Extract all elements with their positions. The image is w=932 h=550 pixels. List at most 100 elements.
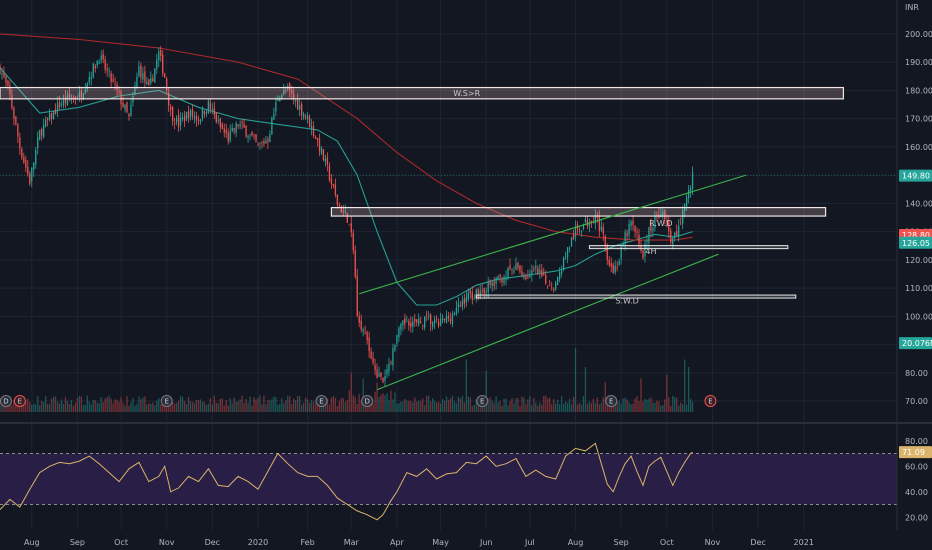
event-marker[interactable] <box>315 395 328 407</box>
support-level[interactable] <box>588 245 789 250</box>
event-marker[interactable] <box>13 395 26 407</box>
volume-bar <box>334 397 337 412</box>
candle-body <box>120 91 122 105</box>
volume-bar <box>584 367 587 412</box>
volume-bar <box>148 403 150 412</box>
volume-bar <box>485 370 487 412</box>
volume-bar <box>646 399 648 412</box>
volume-bar <box>457 396 460 412</box>
volume-bar <box>267 400 269 412</box>
event-marker[interactable] <box>605 395 618 407</box>
candle-body <box>267 138 269 142</box>
grid-lines <box>0 0 897 530</box>
candle-body <box>279 99 281 102</box>
event-marker[interactable] <box>160 395 173 407</box>
candle-body <box>356 275 358 316</box>
candle-body <box>568 247 571 249</box>
candle-body <box>334 184 337 195</box>
candle-body <box>11 94 13 108</box>
candle-body <box>5 75 7 83</box>
candle-body <box>330 178 333 185</box>
volume-bar <box>33 403 35 412</box>
candle-body <box>29 173 31 184</box>
volume-bar <box>64 396 67 412</box>
volume-bar <box>429 401 432 412</box>
event-marker[interactable] <box>361 395 374 407</box>
volume-bar <box>54 396 57 412</box>
candle-body <box>469 290 471 294</box>
candle-body <box>56 103 59 112</box>
time-tick-label: 2021 <box>794 538 814 547</box>
candle-body <box>562 257 565 270</box>
volume-bar <box>207 403 210 412</box>
volume-bar <box>269 400 271 412</box>
volume-bar <box>56 401 59 412</box>
volume-bar <box>551 404 553 412</box>
volume-bar <box>160 404 162 412</box>
volume-bar <box>50 398 53 412</box>
volume-bar <box>509 401 511 412</box>
channel-trendline[interactable] <box>376 253 719 391</box>
volume-bar <box>144 396 146 412</box>
candle-body <box>342 210 344 212</box>
volume-bar <box>90 404 92 412</box>
candle-body <box>547 285 549 287</box>
event-marker[interactable] <box>704 395 717 407</box>
support-level[interactable] <box>475 294 797 299</box>
candle-body <box>142 73 144 80</box>
volume-bar <box>74 402 77 412</box>
channel-trendline[interactable] <box>359 174 747 295</box>
candle-body <box>183 115 186 122</box>
volume-bar <box>17 405 19 412</box>
volume-bar <box>166 404 168 412</box>
candle-body <box>263 141 265 144</box>
volume-bar <box>96 402 98 412</box>
volume-bar <box>181 396 184 412</box>
candle-body <box>445 316 448 323</box>
candle-body <box>172 107 174 122</box>
volume-bar <box>41 400 43 412</box>
volume-bar <box>124 405 126 412</box>
volume-bar <box>346 399 348 412</box>
candle-body <box>249 134 251 135</box>
candle-body <box>511 269 513 271</box>
candle-body <box>501 279 503 283</box>
volume-bar <box>78 395 81 412</box>
candle-body <box>586 220 589 226</box>
volume-bar <box>231 403 233 412</box>
rsi-line <box>0 442 693 521</box>
volume-bar <box>289 396 291 412</box>
price-tag-label: 20.076M <box>902 339 932 348</box>
volume-bar <box>687 367 690 412</box>
price-tag <box>899 337 932 350</box>
price-tick-label: 70.00 <box>905 397 928 406</box>
volume-bar <box>275 397 277 412</box>
volume-bar <box>547 398 549 412</box>
drawings[interactable]: W.S>R 4H S.W.D R.W.D <box>0 86 897 391</box>
candle-body <box>467 292 469 300</box>
candle-body <box>297 100 299 110</box>
volume-bar <box>654 402 656 412</box>
candle-body <box>418 318 420 325</box>
volume-bar <box>664 399 666 412</box>
candle-body <box>231 127 233 132</box>
volume-bar <box>656 400 658 412</box>
event-marker[interactable] <box>0 395 12 407</box>
candle-body <box>372 357 374 363</box>
candle-body <box>106 68 108 71</box>
event-marker[interactable] <box>476 395 489 407</box>
candle-body <box>112 79 114 82</box>
candle-body <box>557 277 559 286</box>
volume-bar <box>467 396 469 412</box>
volume-bar <box>120 397 122 412</box>
volume-bar <box>172 401 174 412</box>
volume-bar <box>237 401 239 412</box>
volume-bar <box>344 402 346 412</box>
resistance-zone[interactable] <box>0 86 845 100</box>
volume-bar <box>652 402 654 412</box>
volume-bar <box>223 405 225 412</box>
candle-body <box>126 102 128 112</box>
resistance-zone[interactable] <box>330 206 827 217</box>
